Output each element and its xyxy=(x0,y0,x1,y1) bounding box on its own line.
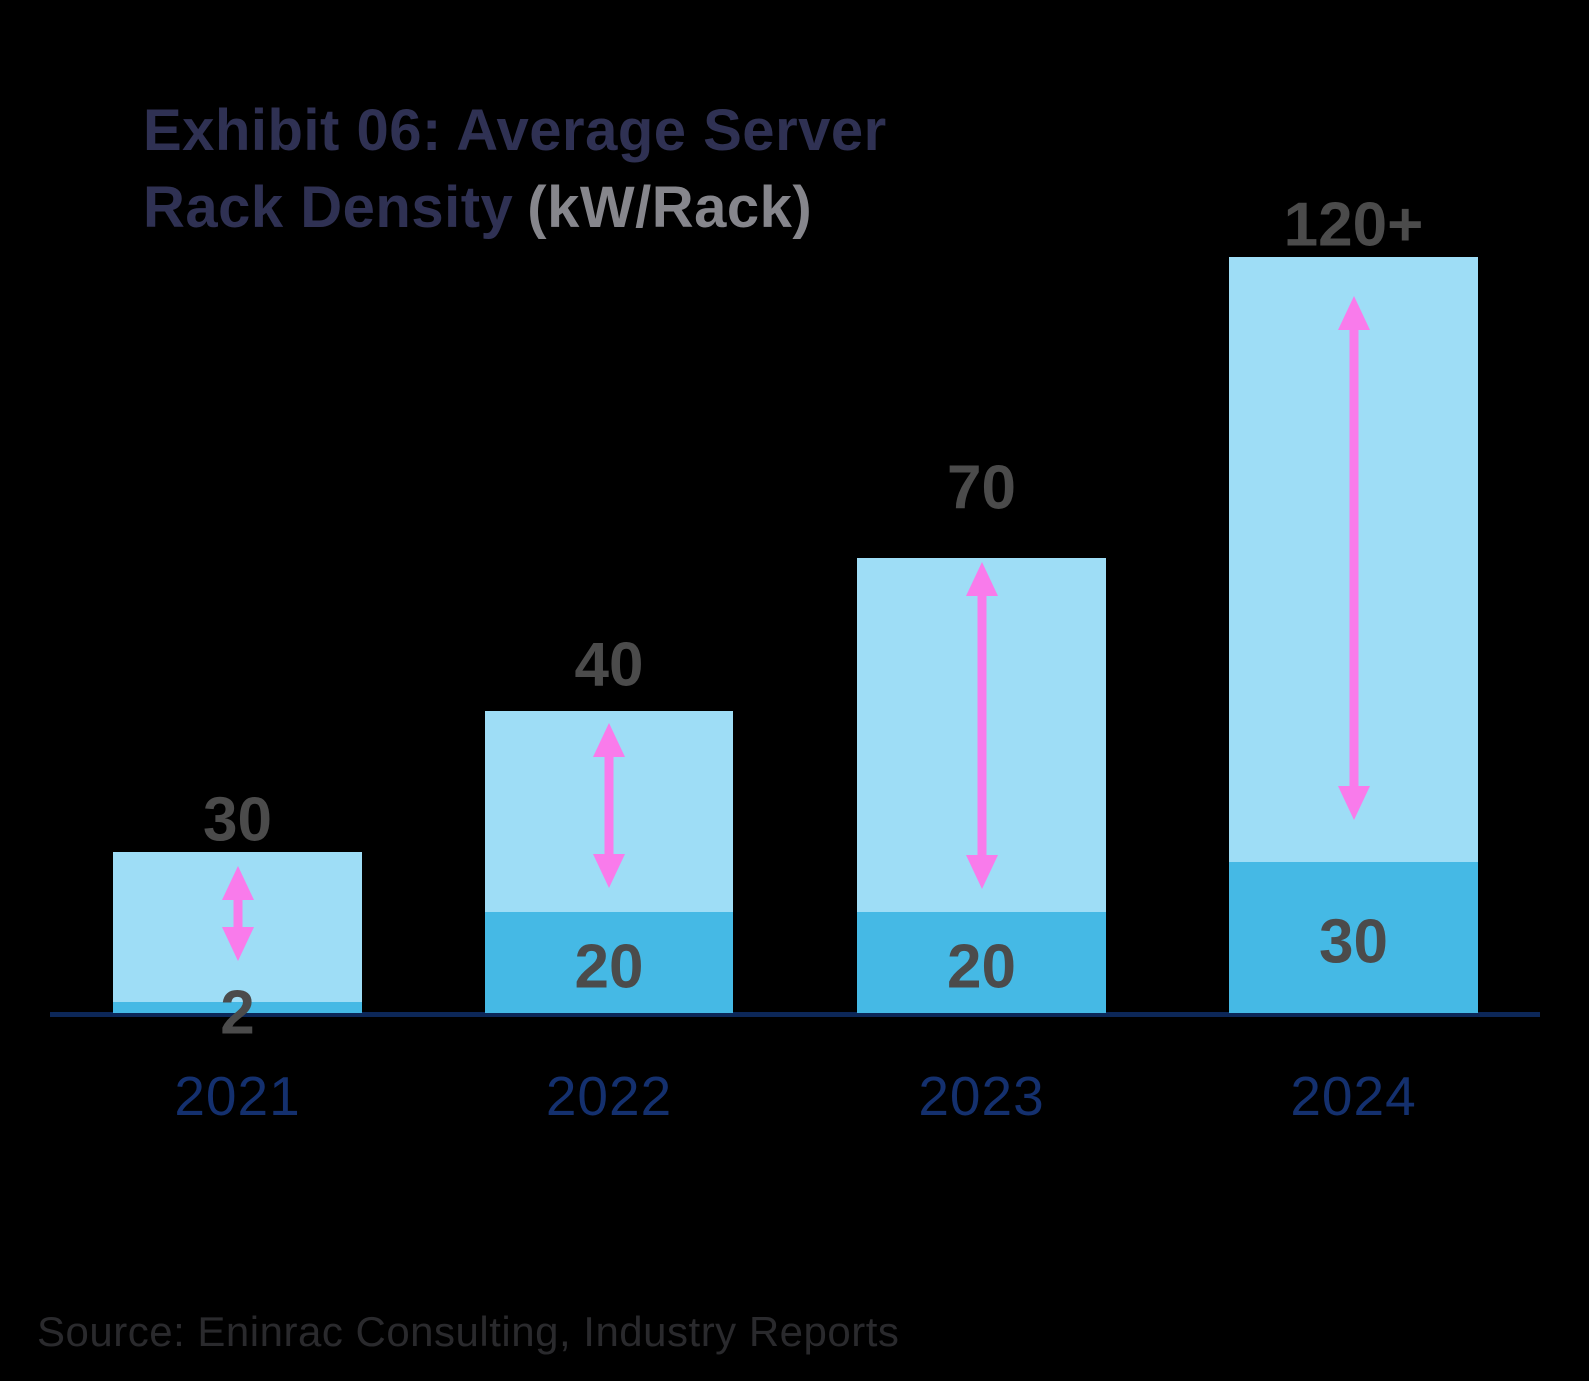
range-arrow-icon xyxy=(587,723,631,888)
low-value-label-2021: 2 xyxy=(220,978,255,1048)
high-value-label-2024: 120+ xyxy=(1283,190,1424,260)
chart-title-unit: (kW/Rack) xyxy=(527,175,813,240)
high-value-label-2022: 40 xyxy=(574,630,644,700)
low-value-label-2024: 30 xyxy=(1319,907,1388,977)
chart-title-line1: Exhibit 06: Average Server xyxy=(143,98,887,163)
range-arrow-icon xyxy=(216,866,260,961)
bar-dark-segment-2021 xyxy=(113,1002,362,1013)
source-caption: Source: Eninrac Consulting, Industry Rep… xyxy=(37,1308,900,1355)
x-axis-label-2022: 2022 xyxy=(545,1065,673,1127)
range-arrow-icon xyxy=(1332,296,1376,820)
high-value-label-2023: 70 xyxy=(947,453,1016,523)
bar-dark-segment-2023 xyxy=(857,912,1106,1013)
bar-dark-segment-2024 xyxy=(1229,862,1478,1013)
bar-dark-segment-2022 xyxy=(485,912,733,1013)
x-axis-line xyxy=(50,1012,1540,1017)
chart-title: Exhibit 06: Average Server Rack Density(… xyxy=(143,92,887,246)
chart-title-line2: Rack Density (kW/Rack) xyxy=(143,169,887,246)
low-value-label-2023: 20 xyxy=(947,932,1016,1002)
high-value-label-2021: 30 xyxy=(203,785,272,855)
low-value-label-2022: 20 xyxy=(574,932,644,1002)
x-axis-label-2024: 2024 xyxy=(1290,1065,1417,1127)
x-axis-label-2023: 2023 xyxy=(918,1065,1045,1127)
chart-title-line2-text: Rack Density xyxy=(143,175,514,240)
x-axis-label-2021: 2021 xyxy=(174,1065,301,1127)
range-arrow-icon xyxy=(960,562,1004,889)
